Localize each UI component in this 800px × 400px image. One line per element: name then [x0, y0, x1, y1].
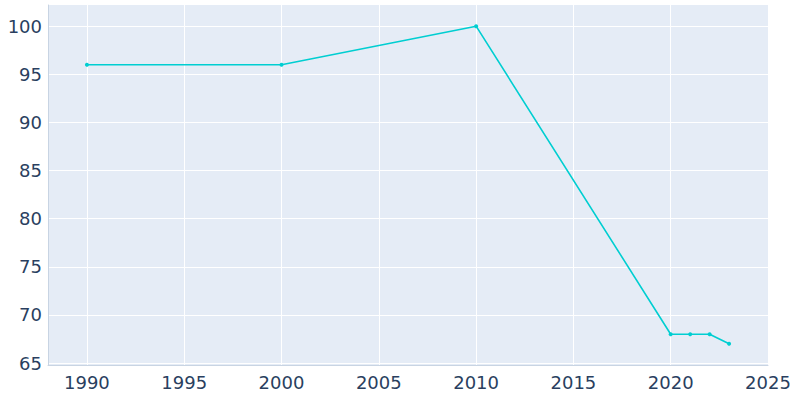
- svg-text:95: 95: [19, 64, 42, 85]
- svg-text:2005: 2005: [356, 372, 402, 393]
- svg-text:80: 80: [19, 208, 42, 229]
- svg-text:70: 70: [19, 304, 42, 325]
- svg-text:85: 85: [19, 160, 42, 181]
- svg-text:2020: 2020: [648, 372, 694, 393]
- svg-text:65: 65: [19, 353, 42, 374]
- svg-text:2025: 2025: [745, 372, 791, 393]
- svg-text:2015: 2015: [550, 372, 596, 393]
- svg-text:2010: 2010: [453, 372, 499, 393]
- svg-text:75: 75: [19, 256, 42, 277]
- svg-text:1990: 1990: [64, 372, 110, 393]
- svg-text:90: 90: [19, 112, 42, 133]
- svg-text:100: 100: [8, 16, 42, 37]
- svg-text:2000: 2000: [259, 372, 305, 393]
- svg-text:1995: 1995: [161, 372, 207, 393]
